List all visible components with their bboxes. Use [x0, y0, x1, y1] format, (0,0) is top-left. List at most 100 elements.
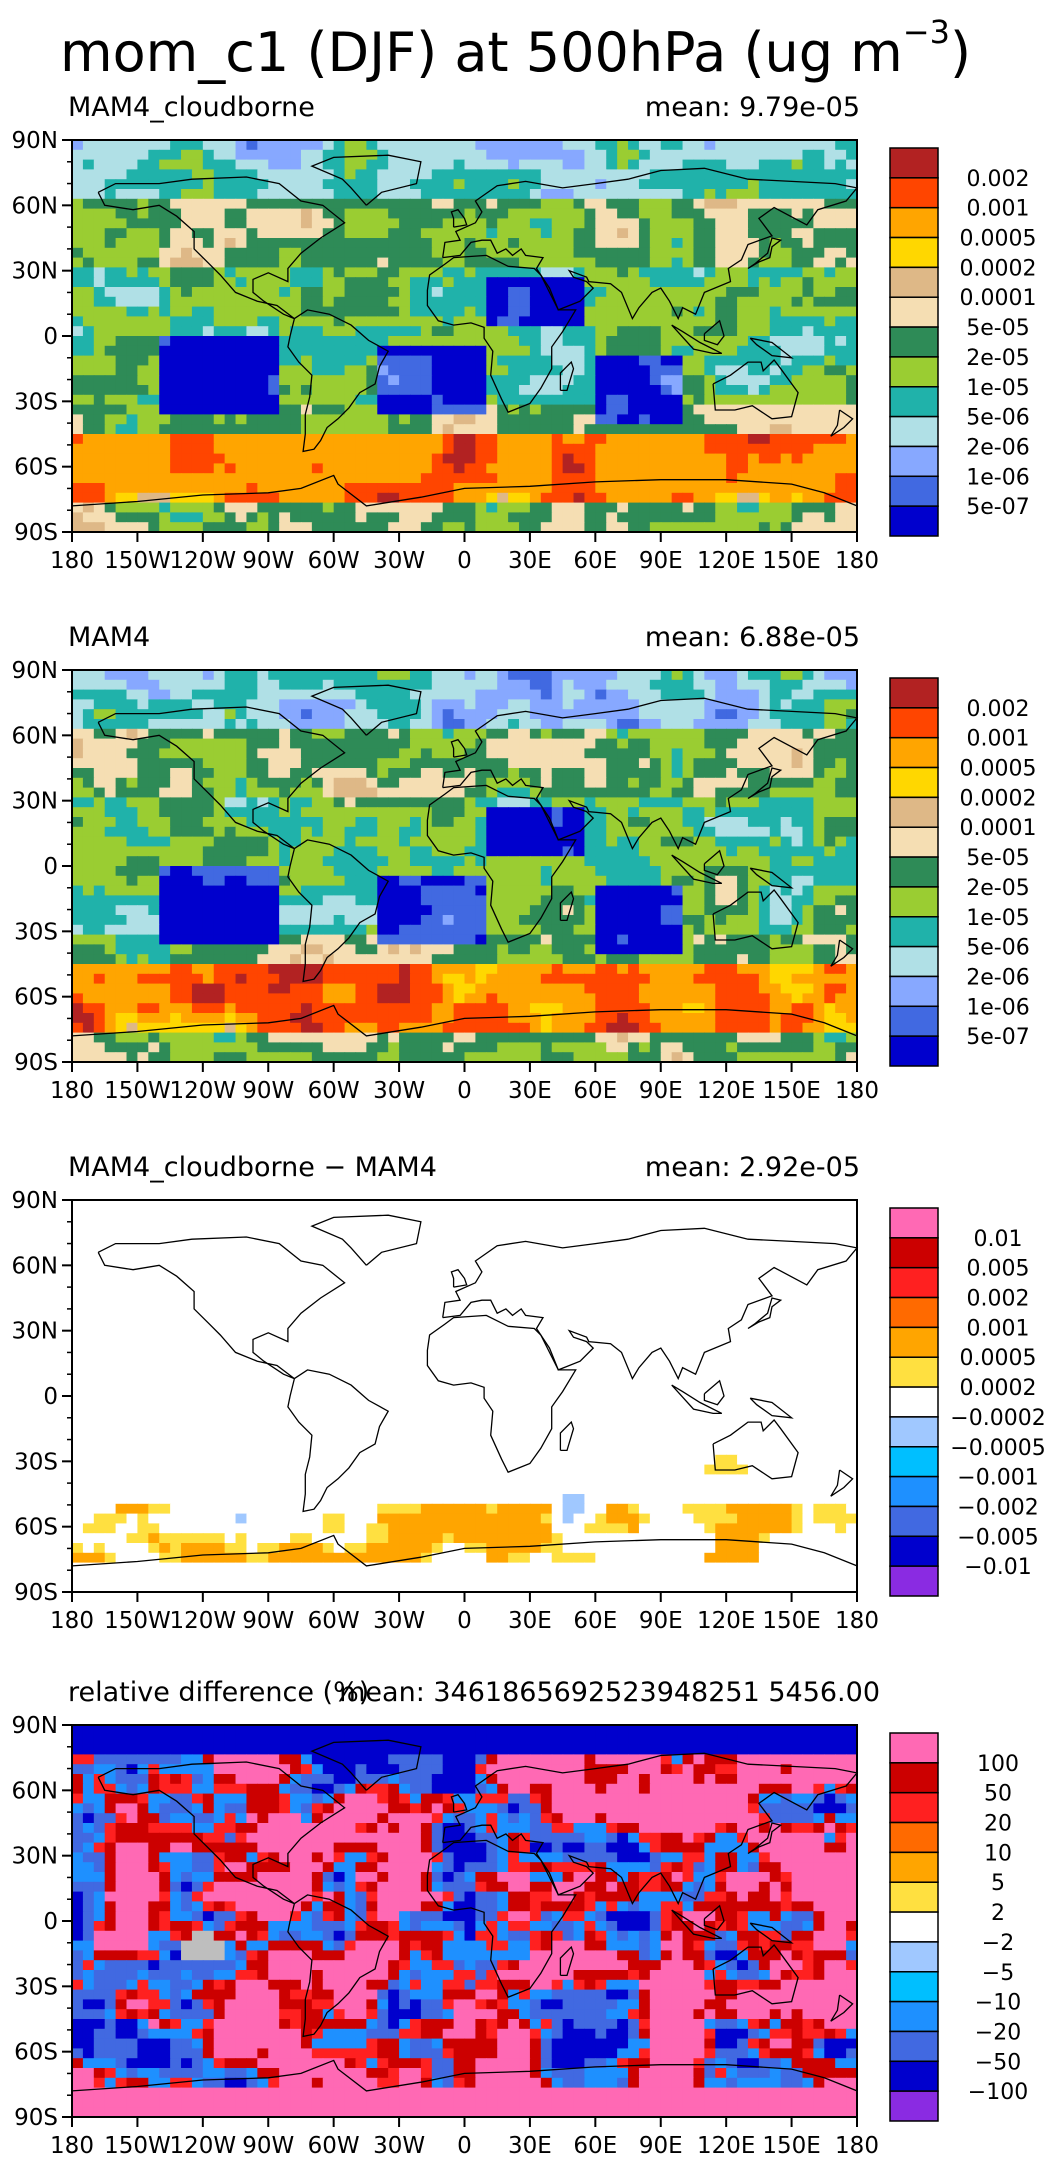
field-cell [442, 179, 455, 190]
field-cell [431, 238, 444, 249]
field-cell [693, 355, 705, 366]
colorbar: 0.0020.0010.00050.00020.00015e-052e-051e… [889, 147, 1036, 537]
field-cell [224, 709, 237, 720]
field-cell [388, 473, 400, 484]
field-cell [388, 326, 400, 337]
field-cell [290, 777, 302, 789]
field-cell [72, 179, 84, 190]
field-cell [202, 885, 215, 896]
field-cell [649, 473, 662, 484]
field-cell [747, 689, 760, 700]
field-cell [835, 404, 847, 415]
field-cell [475, 257, 487, 268]
field-cell [617, 394, 629, 406]
field-cell [377, 787, 389, 798]
field-cell [606, 306, 618, 317]
field-cell [170, 748, 182, 759]
field-cell [475, 443, 487, 455]
field-cell [758, 502, 771, 513]
field-cell [72, 817, 84, 828]
field-cell [846, 326, 858, 337]
field-cell [224, 434, 237, 445]
field-cell [322, 915, 335, 926]
field-cell [584, 159, 596, 170]
field-cell [72, 826, 84, 838]
field-cell [104, 797, 117, 808]
field-cell [344, 728, 357, 740]
field-cell [399, 483, 411, 494]
field-cell [290, 159, 302, 170]
field-cell [813, 247, 825, 259]
field-cell [82, 924, 95, 936]
field-cell [595, 758, 607, 769]
field-cell [322, 355, 335, 366]
field-cell [464, 179, 477, 190]
field-cell [649, 768, 662, 779]
field-cell [300, 689, 313, 700]
field-cell [213, 679, 226, 691]
field-cell [420, 149, 433, 161]
field-cell [82, 915, 95, 926]
field-cell [529, 473, 542, 484]
field-cell [573, 257, 586, 268]
field-cell [769, 817, 782, 828]
field-cell [475, 492, 487, 504]
field-cell [573, 689, 586, 700]
field-cell [791, 502, 804, 513]
field-cell [355, 365, 367, 376]
field-cell [660, 159, 673, 170]
field-cell [475, 149, 487, 161]
field-cell [279, 404, 291, 415]
field-cell [726, 179, 738, 190]
field-cell [311, 267, 324, 278]
field-cell [660, 885, 673, 896]
field-cell [813, 679, 825, 691]
field-cell [791, 748, 804, 759]
field-cell [224, 856, 237, 867]
field-cell [311, 414, 324, 425]
field-cell [584, 915, 596, 926]
field-cell [846, 748, 858, 759]
field-cell [486, 709, 498, 720]
field-cell [137, 777, 149, 789]
field-cell [758, 414, 771, 425]
field-cell [333, 836, 346, 847]
field-cell [660, 306, 673, 317]
field-cell [606, 326, 618, 337]
field-cell [584, 728, 596, 740]
field-cell [257, 807, 269, 818]
field-cell [813, 787, 825, 798]
field-cell [813, 905, 825, 916]
field-cell [191, 826, 204, 838]
field-cell [464, 287, 477, 298]
field-cell [235, 670, 248, 681]
field-cell [671, 826, 684, 838]
field-cell [377, 326, 389, 337]
field-cell [693, 934, 705, 945]
field-cell [311, 670, 324, 681]
field-cell [747, 670, 760, 681]
field-cell [257, 169, 269, 180]
field-cell [159, 512, 171, 523]
field-cell [638, 208, 651, 219]
field-cell [377, 807, 389, 818]
field-cell [137, 483, 149, 494]
field-cell [279, 817, 291, 828]
field-cell [671, 316, 684, 327]
field-cell [519, 934, 531, 945]
field-cell [519, 522, 531, 533]
field-cell [508, 709, 520, 720]
field-cell [431, 728, 444, 740]
field-cell [191, 670, 204, 681]
field-cell [671, 748, 684, 759]
field-cell [377, 434, 389, 445]
field-cell [660, 336, 673, 347]
field-cell [747, 179, 760, 190]
field-cell [93, 738, 106, 749]
field-cell [628, 257, 640, 268]
field-cell [660, 492, 673, 504]
field-cell [115, 267, 128, 278]
field-cell [780, 394, 793, 406]
field-cell [638, 277, 651, 288]
field-cell [191, 463, 204, 474]
